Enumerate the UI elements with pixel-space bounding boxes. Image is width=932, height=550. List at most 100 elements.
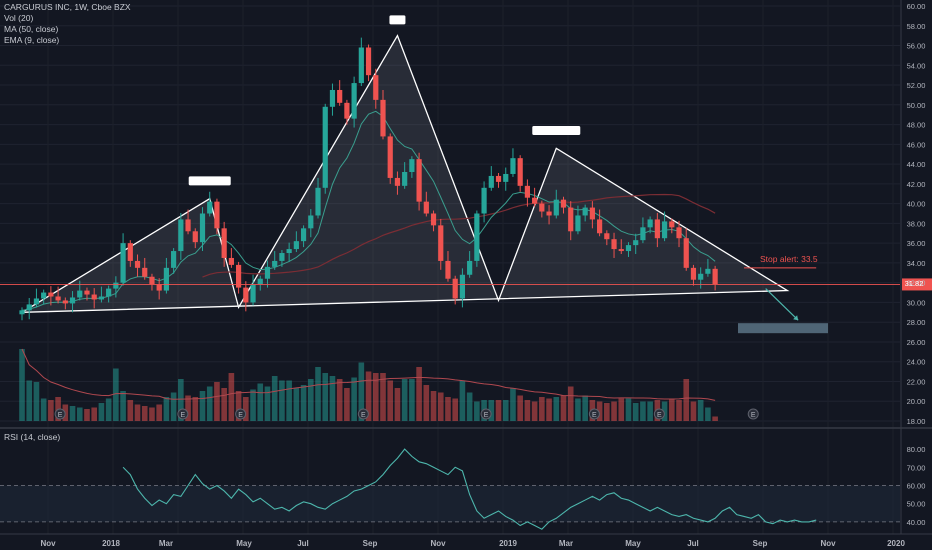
volume-bar [625, 398, 632, 421]
volume-bar [105, 398, 112, 421]
candle-body [532, 197, 538, 204]
earnings-marker [357, 408, 369, 420]
volume-bar [250, 389, 256, 421]
volume-bar [712, 416, 718, 421]
volume-bar [575, 398, 581, 421]
candle-body [300, 228, 307, 242]
candle-body [322, 106, 328, 188]
volume-bar [488, 400, 495, 421]
candle-body [546, 211, 552, 216]
candle-body [394, 177, 401, 186]
candle-body [661, 221, 668, 239]
candle-body [402, 172, 408, 186]
earnings-marker [747, 408, 759, 420]
earnings-marker-label: E [58, 412, 63, 419]
candle-body [488, 175, 494, 188]
volume-bar [611, 401, 617, 421]
candle-body [192, 231, 198, 243]
price-tick-label: 22.00 [907, 377, 926, 386]
candle-body [524, 185, 530, 198]
candle-body [207, 201, 213, 214]
volume-bar [567, 386, 574, 421]
volume-bar [91, 407, 97, 421]
legend-volume: Vol (20) [4, 13, 34, 23]
rsi-tick-label: 50.00 [907, 500, 926, 509]
earnings-marker [653, 408, 665, 420]
volume-bar [221, 388, 227, 421]
volume-bar [387, 380, 394, 421]
candle-body [171, 251, 177, 268]
candle-body [250, 284, 256, 303]
candle-body [351, 83, 357, 119]
candle-body [308, 215, 314, 229]
volume-bar [336, 379, 343, 421]
volume-bar [618, 398, 625, 421]
volume-bar [84, 409, 90, 421]
candle-body [33, 298, 40, 305]
pattern-label-box [532, 126, 581, 135]
candle-body [380, 99, 386, 137]
volume-bar [394, 388, 401, 421]
candle-body [221, 228, 227, 258]
price-tick-label: 46.00 [907, 140, 926, 149]
price-tick-label: 24.00 [907, 358, 926, 367]
candle-body [113, 282, 119, 289]
price-tick-label: 18.00 [907, 417, 926, 426]
volume-bar [437, 392, 444, 421]
candle-body [423, 201, 429, 214]
price-tick-label: 20.00 [907, 397, 926, 406]
rsi-tick-label: 60.00 [907, 482, 926, 491]
chart-legend: CARGURUS INC, 1W, Cboe BZX Vol (20) MA (… [4, 2, 131, 46]
legend-ema: EMA (9, close) [4, 35, 60, 45]
earnings-marker-label: E [657, 412, 662, 419]
candle-body [481, 187, 487, 214]
volume-bar [632, 403, 639, 421]
candle-body [409, 159, 415, 172]
volume-bar [474, 401, 480, 421]
rsi-line [122, 448, 817, 530]
time-axis[interactable]: Nov 2018 Mar May Jul Sep Nov 2019 Mar May Jul Sep No… [40, 539, 905, 548]
target-arrow-head [793, 315, 799, 321]
price-axis[interactable]: 18.00 20.00 22.00 24.00 26.00 28.00 30.00 32.00… [907, 2, 926, 527]
time-tick-label: Mar [559, 539, 573, 548]
volume-bar [315, 367, 321, 421]
volume-bar [293, 388, 300, 421]
time-tick-label: Sep [363, 539, 378, 548]
candle-body [19, 310, 25, 315]
candle-body [430, 213, 437, 226]
price-tick-label: 42.00 [907, 180, 926, 189]
time-tick-label: Nov [40, 539, 56, 548]
candle-body [156, 284, 162, 291]
rsi-pane [0, 448, 900, 530]
volume-bar [495, 400, 502, 421]
target-arrow [765, 288, 799, 321]
candle-body [279, 253, 285, 261]
volume-bar [257, 383, 264, 421]
volume-bar [264, 386, 271, 421]
volume-bar [358, 362, 365, 421]
volume-bar [134, 404, 141, 421]
volume-bar [141, 406, 148, 421]
price-tick-label: 38.00 [907, 219, 926, 228]
volume-bar [697, 400, 704, 421]
earnings-marker-label: E [592, 412, 597, 419]
candle-body [683, 238, 689, 268]
volume-bar [76, 407, 83, 421]
volume-bar [372, 373, 379, 421]
candle-body [236, 264, 242, 288]
candle-body [358, 47, 364, 84]
candle-body [539, 203, 545, 212]
volume-bar [322, 373, 329, 421]
last-price-label: 31.82 [905, 279, 924, 288]
candle-body [127, 243, 133, 261]
price-tick-label: 50.00 [907, 101, 926, 110]
candle-body [387, 136, 393, 178]
candle-body [474, 213, 480, 261]
volume-bar [647, 401, 653, 421]
candle-body [582, 207, 588, 216]
candle-body [91, 294, 97, 300]
volume-bar [502, 400, 509, 421]
volume-bar [416, 367, 422, 421]
volume-bar [286, 380, 292, 421]
